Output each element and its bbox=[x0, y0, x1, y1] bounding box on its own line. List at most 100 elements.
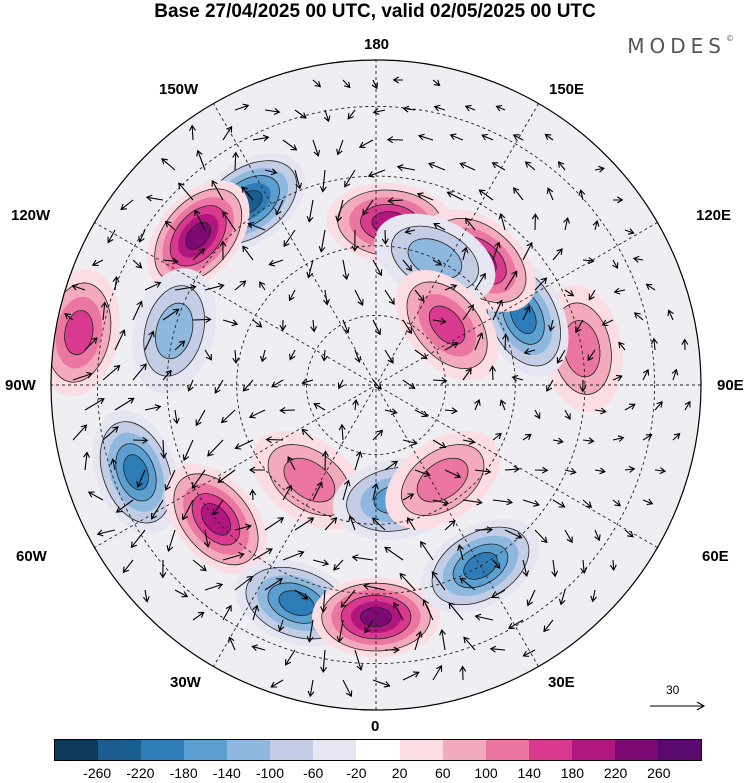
wind-vector bbox=[144, 281, 162, 291]
wind-vector bbox=[132, 436, 149, 444]
wind-vector bbox=[354, 649, 364, 671]
wind-vector bbox=[407, 516, 416, 531]
wind-vector bbox=[132, 300, 143, 321]
wind-vector bbox=[402, 493, 415, 501]
wind-vector bbox=[364, 619, 374, 634]
wind-vector bbox=[402, 319, 412, 335]
map-boundary bbox=[50, 59, 702, 711]
wind-vector bbox=[337, 379, 345, 390]
wind-vector bbox=[578, 189, 586, 201]
colorbar-tick-label: 60 bbox=[435, 765, 451, 781]
wind-vector bbox=[279, 406, 296, 414]
wind-vector bbox=[232, 349, 240, 364]
wind-vector bbox=[84, 337, 98, 351]
wind-vector bbox=[344, 169, 356, 188]
colorbar-tick-label: -220 bbox=[126, 765, 155, 781]
wind-vector bbox=[277, 619, 285, 632]
wind-vector bbox=[459, 665, 467, 681]
wind-vector bbox=[474, 272, 486, 291]
lon-label-60w: 60W bbox=[16, 548, 47, 565]
wind-vector bbox=[248, 466, 265, 474]
wind-vector bbox=[612, 259, 619, 270]
wind-vector bbox=[642, 498, 654, 506]
anomaly-contour bbox=[428, 305, 466, 345]
wind-vector bbox=[192, 316, 212, 324]
wind-vector bbox=[492, 241, 501, 261]
wind-vector bbox=[323, 289, 330, 306]
wind-vector bbox=[522, 241, 533, 261]
wind-vector bbox=[564, 529, 573, 544]
wind-vector bbox=[372, 108, 386, 115]
wind-vector bbox=[464, 217, 476, 231]
wind-vector bbox=[312, 559, 330, 567]
wind-vector bbox=[534, 466, 549, 474]
wind-vector bbox=[222, 604, 232, 621]
wind-vector bbox=[491, 589, 506, 599]
wind-vector bbox=[463, 636, 476, 651]
wind-vector bbox=[416, 192, 434, 201]
wind-vector bbox=[319, 169, 327, 193]
wind-vector bbox=[324, 517, 338, 531]
wind-vector bbox=[522, 305, 531, 321]
wind-vector bbox=[557, 161, 566, 171]
colorbar-ticks: -260 -220 -180 -140 -100 -60 -20 20 60 100 140 180 2… bbox=[54, 765, 702, 783]
wind-vector bbox=[283, 229, 296, 248]
wind-vector bbox=[294, 517, 315, 531]
wind-vector bbox=[432, 664, 443, 681]
wind-vector bbox=[161, 158, 176, 171]
wind-vector bbox=[502, 333, 509, 351]
wind-vector bbox=[534, 529, 548, 544]
wind-vector bbox=[248, 409, 266, 419]
wind-vector bbox=[142, 589, 150, 603]
wind-vector bbox=[580, 559, 588, 575]
wind-vector bbox=[612, 435, 625, 442]
wind-vector bbox=[654, 467, 667, 475]
wind-vector bbox=[402, 439, 418, 446]
colorbar-tick-label: 100 bbox=[474, 765, 498, 781]
wind-vector bbox=[204, 349, 212, 361]
anomaly-contour bbox=[123, 454, 149, 491]
wind-vector bbox=[582, 499, 593, 508]
wind-vector bbox=[294, 169, 303, 190]
wind-vector bbox=[671, 368, 679, 381]
wind-vector bbox=[112, 275, 120, 291]
wind-vector bbox=[270, 679, 284, 688]
wind-vector bbox=[642, 368, 650, 381]
wind-vector bbox=[234, 103, 250, 111]
lon-label-180: 180 bbox=[364, 36, 390, 53]
wind-vector bbox=[432, 377, 448, 385]
wind-vector bbox=[396, 164, 416, 172]
wind-vector bbox=[259, 349, 267, 363]
wind-vector bbox=[219, 240, 227, 261]
graticule bbox=[51, 60, 701, 710]
wind-vector bbox=[564, 468, 577, 475]
colorbar-swatch bbox=[227, 740, 271, 760]
wind-vector bbox=[579, 379, 587, 393]
wind-vector bbox=[301, 428, 314, 441]
wind-vector bbox=[342, 479, 351, 501]
wind-vector bbox=[264, 578, 283, 591]
lon-label-150e: 150E bbox=[549, 81, 585, 98]
wind-vector bbox=[120, 199, 134, 211]
wind-vector bbox=[138, 229, 146, 243]
wind-vector bbox=[72, 424, 88, 441]
wind-vector bbox=[234, 280, 247, 291]
colorbar-swatch bbox=[399, 740, 443, 760]
wind-vector bbox=[594, 407, 607, 415]
wind-vector bbox=[582, 257, 595, 265]
wind-vector bbox=[612, 196, 624, 204]
wind-vector bbox=[387, 197, 404, 205]
wind-vector bbox=[414, 349, 428, 360]
wind-vector bbox=[192, 611, 205, 621]
latitude-circle bbox=[96, 105, 656, 665]
lon-label-120w: 120W bbox=[11, 207, 51, 224]
wind-vector bbox=[612, 374, 623, 382]
wind-vector bbox=[449, 133, 464, 141]
wind-vector bbox=[459, 162, 476, 171]
wind-vector bbox=[464, 104, 476, 112]
wind-vector bbox=[264, 517, 285, 531]
wind-vector bbox=[681, 338, 689, 351]
wind-vector bbox=[504, 270, 518, 291]
wind-vector bbox=[102, 364, 121, 381]
wind-vector bbox=[252, 134, 270, 142]
